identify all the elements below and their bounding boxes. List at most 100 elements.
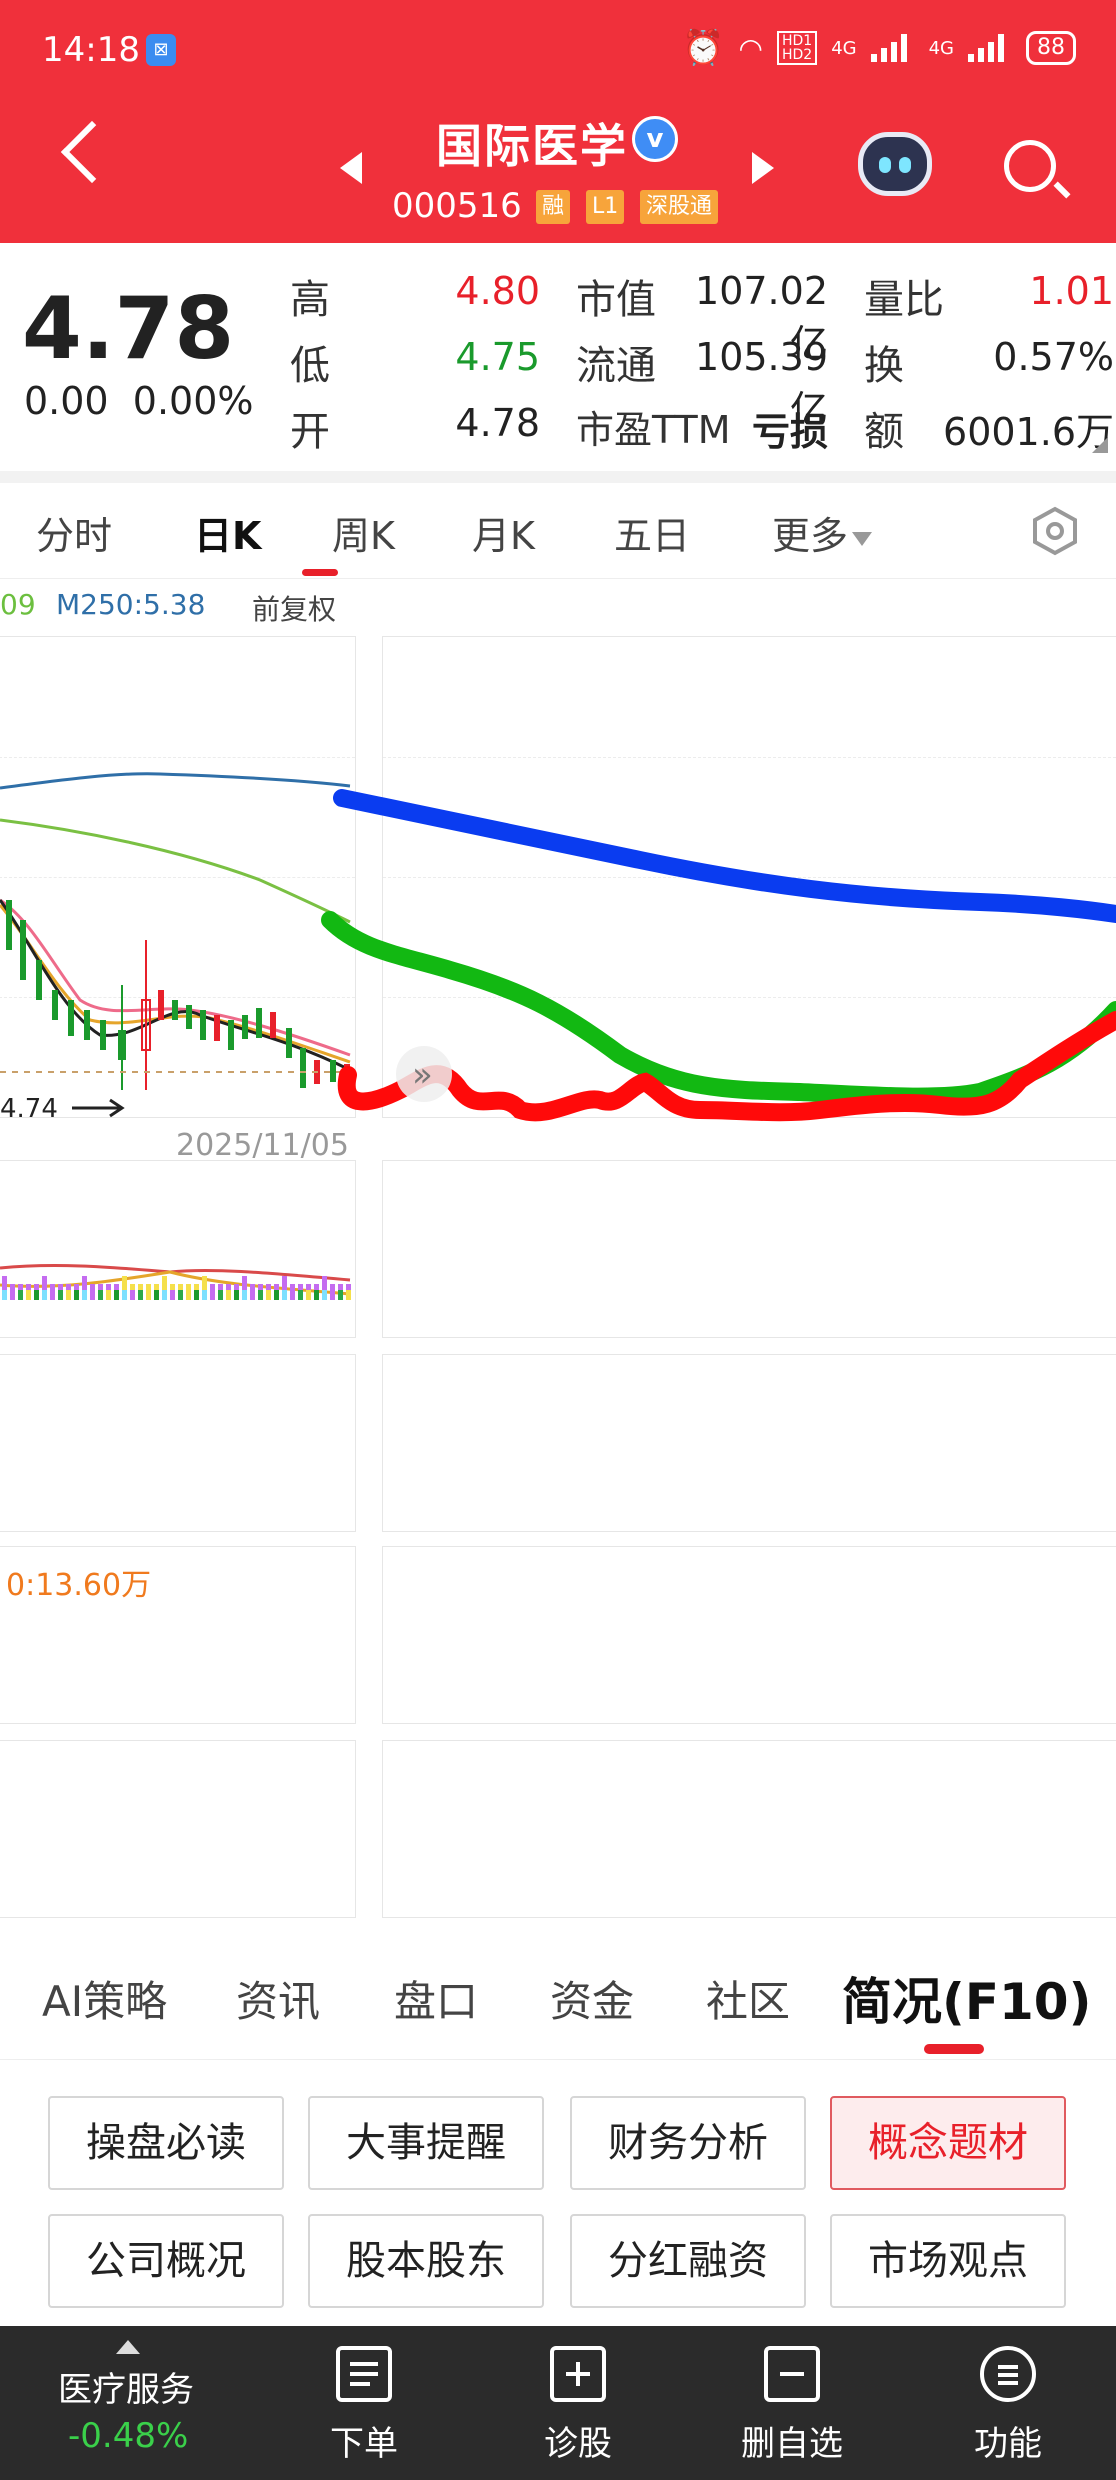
macd-bar (314, 1284, 319, 1290)
btn-market-views[interactable]: 市场观点 (830, 2214, 1066, 2308)
high-label: 高 (290, 277, 330, 323)
kline-chart[interactable]: » (0, 0, 1116, 1300)
sector-name[interactable]: 医疗服务 (58, 2370, 194, 2410)
ai-robot-icon[interactable] (858, 132, 932, 196)
btn-concepts[interactable]: 概念题材 (830, 2096, 1066, 2190)
price-change: 0.00 0.00% (24, 379, 254, 423)
hd-icon: HD1 HD2 (776, 31, 818, 65)
order-button[interactable]: 下单 (294, 2346, 434, 2465)
tab-more-label: 更多 (772, 514, 849, 558)
macd-bar (210, 1284, 215, 1290)
macd-bar (26, 1284, 31, 1290)
change-value: 0.00 (24, 379, 109, 423)
macd-bar (338, 1290, 343, 1300)
expand-chart-button (396, 1046, 452, 1102)
sector-change: -0.48% (68, 2416, 189, 2456)
remove-watchlist-button[interactable]: 删自选 (722, 2346, 862, 2465)
macd-bar (202, 1290, 207, 1300)
tab-more[interactable]: 更多 (772, 505, 873, 560)
macd-bar (298, 1290, 303, 1300)
macd-bar (90, 1284, 95, 1290)
tab-news[interactable]: 资讯 (236, 1977, 321, 2026)
macd-bar (114, 1290, 119, 1300)
macd-bar (298, 1284, 303, 1290)
macd-bar (242, 1276, 247, 1290)
macd-bar (162, 1290, 167, 1300)
tab-weekly-k[interactable]: 周K (332, 514, 395, 558)
notification-badge-icon: ⊠ (146, 34, 176, 66)
macd-bar (330, 1290, 335, 1300)
macd-bar (258, 1284, 263, 1290)
btn-shareholders[interactable]: 股本股东 (308, 2214, 544, 2308)
tab-monthly-k[interactable]: 月K (472, 514, 535, 558)
macd-bar (170, 1284, 175, 1290)
diagnose-button[interactable]: 诊股 (508, 2346, 648, 2465)
indicator-panel-2-right (382, 1354, 1116, 1532)
market-cap-label: 市值 (576, 277, 656, 323)
menu-circle-icon (980, 2346, 1036, 2402)
annotation-blue-line (333, 789, 1116, 923)
settings-hex-icon[interactable] (1030, 506, 1080, 556)
macd-bar (66, 1290, 71, 1300)
volume-ratio-label: 量比 (864, 277, 944, 323)
order-label: 下单 (330, 2424, 398, 2464)
tab-ai-strategy[interactable]: AI策略 (42, 1977, 168, 2026)
turnover-value: 0.57% (993, 335, 1114, 379)
next-stock-icon[interactable] (752, 152, 774, 184)
macd-bar (178, 1284, 183, 1290)
macd-bar (58, 1290, 63, 1300)
search-icon[interactable] (1004, 140, 1056, 192)
pe-value: 亏损 (751, 410, 828, 454)
alarm-icon: ⏰ (682, 28, 725, 68)
bottom-toolbar: 医疗服务 -0.48% 下单 诊股 删自选 功能 (0, 2326, 1116, 2480)
expand-corner-icon[interactable] (1092, 437, 1108, 453)
macd-bar (266, 1284, 271, 1290)
tab-f10[interactable]: 简况(F10) (842, 1973, 1092, 2031)
indicator-panel-3-right (382, 1740, 1116, 1918)
macd-bar (346, 1284, 351, 1290)
tab-order-book[interactable]: 盘口 (394, 1977, 479, 2026)
macd-bar (114, 1284, 119, 1290)
active-section-indicator (924, 2044, 984, 2054)
adjust-mode[interactable]: 前复权 (252, 593, 337, 626)
tab-community[interactable]: 社区 (706, 1977, 791, 2026)
tag-margin: 融 (536, 190, 571, 224)
macd-histogram (2, 1276, 351, 1300)
macd-bar (186, 1284, 191, 1290)
functions-button[interactable]: 功能 (938, 2346, 1078, 2465)
macd-bar (274, 1284, 279, 1290)
tab-intraday[interactable]: 分时 (36, 514, 113, 558)
btn-company-profile[interactable]: 公司概况 (48, 2214, 284, 2308)
prev-stock-icon[interactable] (340, 152, 362, 184)
tag-sz-connect: 深股通 (640, 190, 719, 224)
btn-financials[interactable]: 财务分析 (570, 2096, 806, 2190)
macd-bar (210, 1290, 215, 1300)
macd-bar (106, 1284, 111, 1290)
signal-4g-label-2: 4G (928, 37, 954, 59)
expand-up-icon[interactable] (116, 2340, 140, 2354)
signal-icon (870, 34, 915, 62)
signal-4g-label: 4G (831, 37, 857, 59)
macd-bar (130, 1290, 135, 1300)
btn-dividends[interactable]: 分红融资 (570, 2214, 806, 2308)
macd-bar (34, 1290, 39, 1300)
macd-bar (338, 1284, 343, 1290)
macd-bar (330, 1284, 335, 1290)
minus-box-icon (764, 2346, 820, 2402)
btn-trading-guide[interactable]: 操盘必读 (48, 2096, 284, 2190)
macd-bar (234, 1290, 239, 1300)
btn-events[interactable]: 大事提醒 (308, 2096, 544, 2190)
macd-bar (42, 1276, 47, 1290)
tab-capital[interactable]: 资金 (550, 1977, 635, 2026)
tab-daily-k[interactable]: 日K (194, 514, 262, 558)
chart-date: 2025/11/05 (176, 1128, 349, 1163)
macd-bar (106, 1290, 111, 1300)
tag-l1: L1 (586, 190, 625, 224)
section-tabs: AI策略 资讯 盘口 资金 社区 简况(F10) (0, 1936, 1116, 2060)
macd-bar (2, 1290, 7, 1300)
diagnose-icon (550, 2346, 606, 2402)
macd-bar (234, 1284, 239, 1290)
tab-five-day[interactable]: 五日 (614, 514, 691, 558)
macd-bar (194, 1284, 199, 1290)
svg-text:»: » (412, 1055, 433, 1095)
